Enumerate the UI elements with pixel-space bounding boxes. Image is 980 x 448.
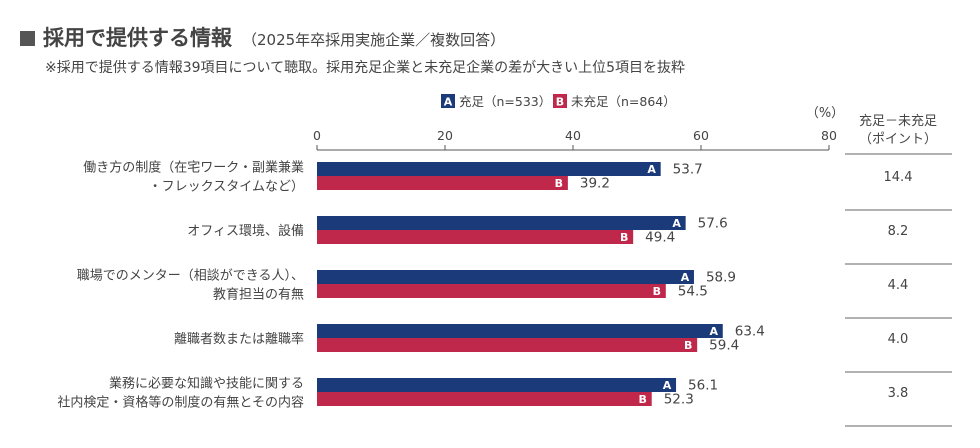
title-row: 採用で提供する情報 （2025年卒採用実施企業／複数回答） (20, 22, 685, 52)
bar-badge-b-2: B (620, 231, 628, 244)
bar-a-3 (317, 270, 694, 284)
bar-a-2 (317, 216, 686, 230)
bar-b-2 (317, 230, 634, 244)
diff-header-line1: 充足－未充足 (859, 113, 937, 129)
x-tick-label-60: 60 (693, 128, 709, 143)
bar-a-4 (317, 324, 723, 338)
value-label-a-5: 56.1 (688, 378, 718, 394)
legend-badge-1: A (444, 96, 453, 109)
legend-badge-2: B (556, 96, 564, 109)
bar-badge-a-3: A (681, 271, 690, 284)
legend-label-1: 充足（n=533） (459, 94, 551, 109)
legend-swatch-1 (441, 94, 455, 108)
bar-badge-b-5: B (639, 393, 647, 406)
bar-a-1 (317, 162, 661, 176)
category-label-1-line2: ・フレックスタイムなど） (149, 180, 304, 195)
bar-b-1 (317, 176, 568, 190)
value-label-a-2: 57.6 (698, 216, 728, 232)
legend-label-2: 未充足（n=864） (571, 94, 676, 109)
diff-value-5: 3.8 (888, 386, 909, 401)
diff-value-1: 14.4 (884, 170, 913, 185)
x-tick-label-80: 80 (821, 128, 837, 143)
bar-badge-b-3: B (653, 285, 661, 298)
x-tick-label-40: 40 (565, 128, 581, 143)
category-label-5-line1: 業務に必要な知識や技能に関する (109, 376, 304, 392)
category-label-1-line1: 働き方の制度（在宅ワーク・副業兼業 (83, 160, 304, 176)
diff-value-4: 4.0 (888, 332, 909, 347)
title-square-marker (20, 31, 35, 46)
diff-header-line2: （ポイント） (859, 132, 937, 147)
value-label-b-3: 54.5 (678, 284, 708, 300)
value-label-b-4: 59.4 (709, 338, 739, 354)
chart-subtitle: （2025年卒採用実施企業／複数回答） (242, 31, 506, 49)
category-label-5-line2: 社内検定・資格等の制度の有無とその内容 (57, 395, 304, 411)
value-label-b-2: 49.4 (645, 230, 675, 246)
x-tick-label-20: 20 (437, 128, 453, 143)
bar-badge-a-5: A (663, 379, 672, 392)
chart-header: 採用で提供する情報 （2025年卒採用実施企業／複数回答） ※採用で提供する情報… (20, 22, 685, 77)
chart-note: ※採用で提供する情報39項目について聴取。採用充足企業と未充足企業の差が大きい上… (45, 60, 686, 76)
bar-badge-b-1: B (555, 177, 563, 190)
bar-b-4 (317, 338, 698, 352)
chart-title: 採用で提供する情報 (43, 26, 232, 50)
bar-a-5 (317, 378, 677, 392)
x-tick-label-0: 0 (313, 128, 321, 143)
legend-swatch-2 (553, 94, 567, 108)
diff-value-2: 8.2 (888, 224, 909, 239)
bar-badge-a-2: A (672, 217, 681, 230)
bar-badge-a-4: A (710, 325, 719, 338)
bar-b-3 (317, 284, 666, 298)
value-label-b-1: 39.2 (580, 176, 610, 192)
value-label-b-5: 52.3 (664, 392, 694, 408)
diff-value-3: 4.4 (888, 278, 909, 293)
bar-badge-b-4: B (684, 339, 692, 352)
category-label-4-line1: 離職者数または離職率 (174, 331, 304, 347)
value-label-a-4: 63.4 (735, 324, 765, 340)
category-label-3-line2: 教育担当の有無 (213, 287, 304, 303)
value-label-a-1: 53.7 (673, 162, 703, 178)
axis-unit: （%） (806, 106, 844, 121)
bar-badge-a-1: A (647, 163, 656, 176)
value-label-a-3: 58.9 (706, 270, 736, 286)
category-label-2-line1: オフィス環境、設備 (187, 223, 304, 239)
bar-b-5 (317, 392, 652, 406)
category-label-3-line1: 職場でのメンター（相談ができる人）、 (77, 268, 304, 284)
